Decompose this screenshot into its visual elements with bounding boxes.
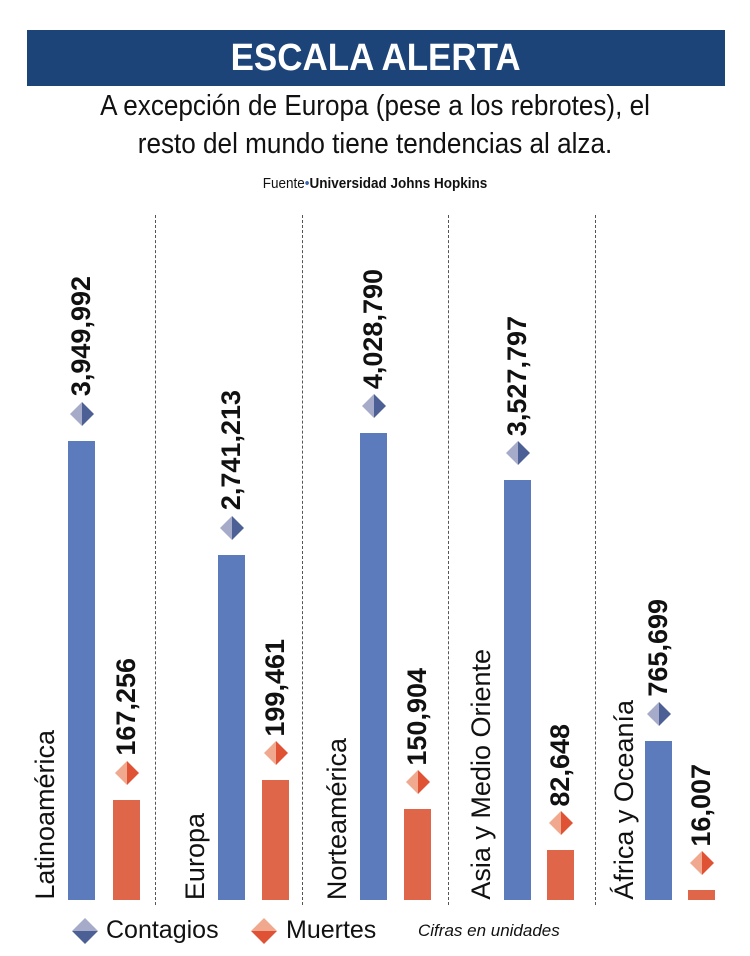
column-divider [448,215,449,905]
value-label-contagios: 2,741,213 [215,390,246,511]
legend-contagios-label: Contagios [106,916,219,944]
bar-contagios [360,433,387,900]
category-label: Asia y Medio Oriente [466,649,496,900]
bar-contagios [645,740,672,900]
units-note: Cifras en unidades [418,921,560,940]
value-label-contagios: 3,527,797 [501,316,532,437]
legend-contagios-diamond-icon [72,918,98,944]
bar-muertes [113,799,140,900]
bar-contagios [504,480,531,900]
bar-contagios [68,440,95,900]
value-label-contagios: 3,949,992 [65,276,96,397]
subtitle-line-1: A excepción de Europa (pese a los rebrot… [100,90,650,122]
chart-title: ESCALA ALERTA [230,36,522,79]
value-label-contagios: 4,028,790 [357,268,388,390]
muertes-diamond-icon [263,741,288,766]
value-label-muertes: 82,648 [544,723,575,807]
value-label-muertes: 150,904 [401,667,432,766]
legend: Contagios Muertes Cifras en unidades [0,912,750,952]
legend-muertes-diamond-icon [251,918,277,944]
legend-muertes-label: Muertes [286,916,377,944]
muertes-diamond-icon [405,770,430,795]
category-label: Latinoamérica [30,730,60,900]
bar-muertes [547,850,574,900]
contagios-diamond-icon [361,394,386,419]
column-divider [302,215,303,905]
bar-muertes [404,809,431,900]
source: Fuente•Universidad Johns Hopkins [262,175,488,192]
contagios-diamond-icon [646,701,671,726]
title-bar: ESCALA ALERTA [27,30,725,86]
column-divider [595,215,596,905]
bar-muertes [688,890,715,900]
contagios-diamond-icon [505,441,530,466]
bar-muertes [262,780,289,900]
contagios-diamond-icon [69,401,94,426]
value-label-muertes: 199,461 [259,638,290,737]
category-label: Europa [180,812,210,900]
value-label-muertes: 167,256 [110,658,141,756]
bar-contagios [218,554,245,900]
muertes-diamond-icon [689,851,714,876]
source-prefix: Fuente [262,175,305,192]
column-divider [155,215,156,905]
value-label-muertes: 16,007 [685,763,716,847]
contagios-diamond-icon [219,515,244,540]
source-name: Universidad Johns Hopkins [309,175,488,192]
muertes-diamond-icon [114,760,139,785]
value-label-contagios: 765,699 [642,599,673,697]
category-label: África y Oceanía [609,700,639,900]
muertes-diamond-icon [548,811,573,836]
subtitle-line-2: resto del mundo tiene tendencias al alza… [137,128,613,160]
category-label: Norteamérica [322,737,352,900]
